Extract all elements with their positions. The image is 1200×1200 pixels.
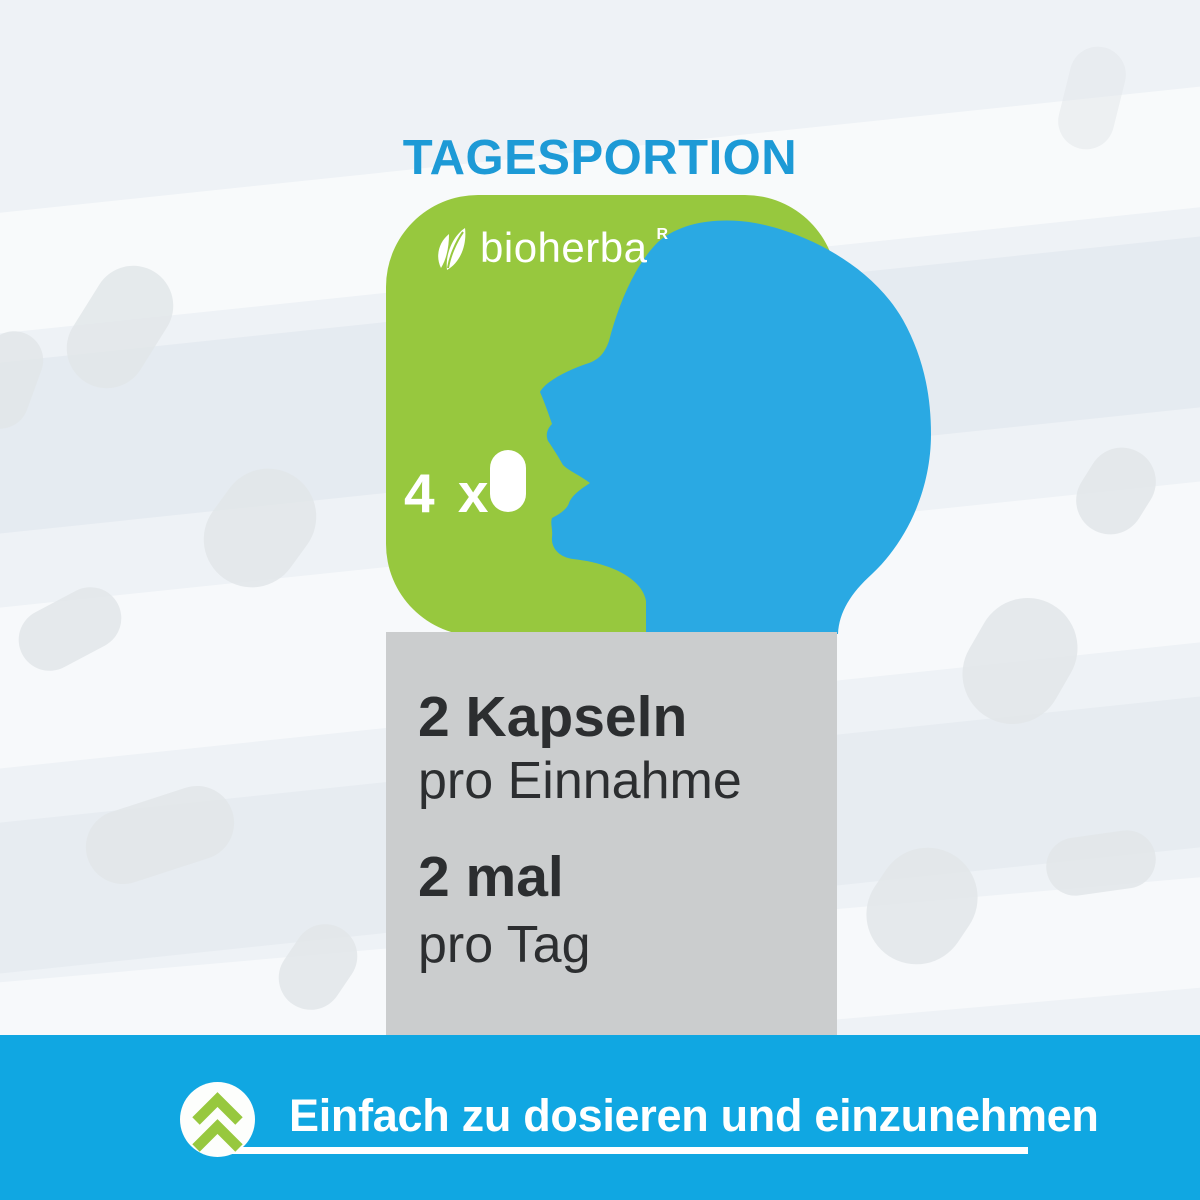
brand-logo: bioherba R [433,224,668,272]
footer-underline [228,1147,1028,1154]
portion-count-label: 4 x [404,462,493,524]
double-chevron-up-icon [192,1092,243,1152]
dosage-capsules-per: pro Einnahme [418,752,742,810]
capsule-icon [490,450,526,512]
footer-banner: Einfach zu dosieren und einzunehmen [0,1035,1200,1200]
head-silhouette-shape [540,220,931,634]
footer-slogan: Einfach zu dosieren und einzunehmen [289,1090,1099,1141]
leaf-drop-icon [438,228,466,270]
page-title: TAGESPORTION [402,131,798,185]
dosage-capsules-amount: 2 Kapseln [418,685,688,749]
dosage-times-per: pro Tag [418,916,591,974]
info-box-shape [386,632,837,1035]
brand-name: bioherba [480,224,648,271]
dosage-times-amount: 2 mal [418,845,564,909]
registered-trademark: R [656,226,669,243]
footer-badge [180,1082,255,1157]
